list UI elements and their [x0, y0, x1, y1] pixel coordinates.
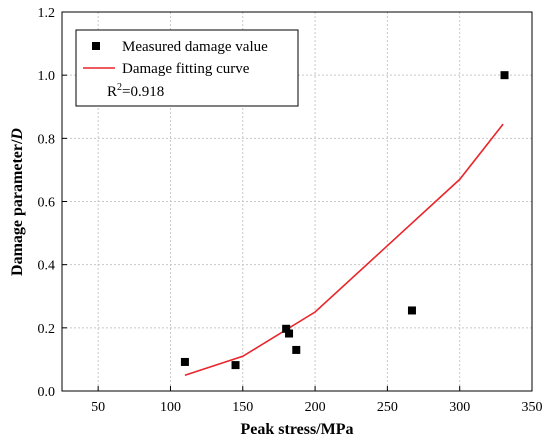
y-tick-label-6: 1.2: [38, 6, 56, 21]
x-tick-label-2: 150: [232, 400, 253, 415]
legend: Measured damage value Damage fitting cur…: [75, 29, 299, 107]
x-axis-label: Peak stress/MPa: [240, 421, 353, 438]
fitting-curve-layer: [184, 123, 504, 376]
r-squared-value: =0.918: [122, 84, 164, 100]
y-tick-label-0: 0.0: [38, 385, 56, 400]
legend-marker-square: [92, 42, 100, 50]
x-tick-label-4: 250: [377, 400, 398, 415]
y-tick-label-3: 0.6: [38, 196, 56, 211]
data-point-5: [407, 306, 416, 315]
data-point-3: [285, 329, 294, 338]
legend-label-fitting: Damage fitting curve: [122, 61, 250, 77]
x-tick-label-0: 50: [91, 400, 105, 415]
fitting-curve-line: [184, 123, 504, 376]
r-squared-annotation: R2=0.918: [107, 82, 164, 100]
y-tick-label-1: 0.2: [38, 322, 56, 337]
x-tick-label-6: 350: [522, 400, 543, 415]
data-point-0: [180, 357, 189, 366]
y-tick-label-2: 0.4: [38, 259, 56, 274]
y-tick-labels: 0.0 0.2 0.4 0.6 0.8 1.0 1.2: [38, 6, 56, 400]
data-point-2: [282, 324, 291, 333]
y-axis-label-main: Damage parameter/: [9, 139, 26, 276]
y-axis-label-italic: D: [9, 128, 26, 141]
r-squared-base: R: [107, 84, 117, 100]
legend-label-measured: Measured damage value: [122, 39, 268, 55]
data-point-1: [231, 361, 240, 370]
data-point-4: [292, 345, 301, 354]
x-tick-labels: 50 100 150 200 250 300 350: [91, 400, 542, 415]
x-tick-label-1: 100: [160, 400, 181, 415]
scatter-points-layer: [180, 71, 509, 370]
axis-ticks: [62, 11, 533, 392]
x-tick-label-3: 200: [305, 400, 326, 415]
data-point-6: [500, 71, 509, 80]
r-squared-sup: 2: [117, 82, 122, 93]
y-axis-label: Damage parameter/D: [9, 128, 26, 276]
x-tick-label-5: 300: [449, 400, 470, 415]
y-tick-label-5: 1.0: [38, 69, 56, 84]
y-tick-label-4: 0.8: [38, 132, 56, 147]
